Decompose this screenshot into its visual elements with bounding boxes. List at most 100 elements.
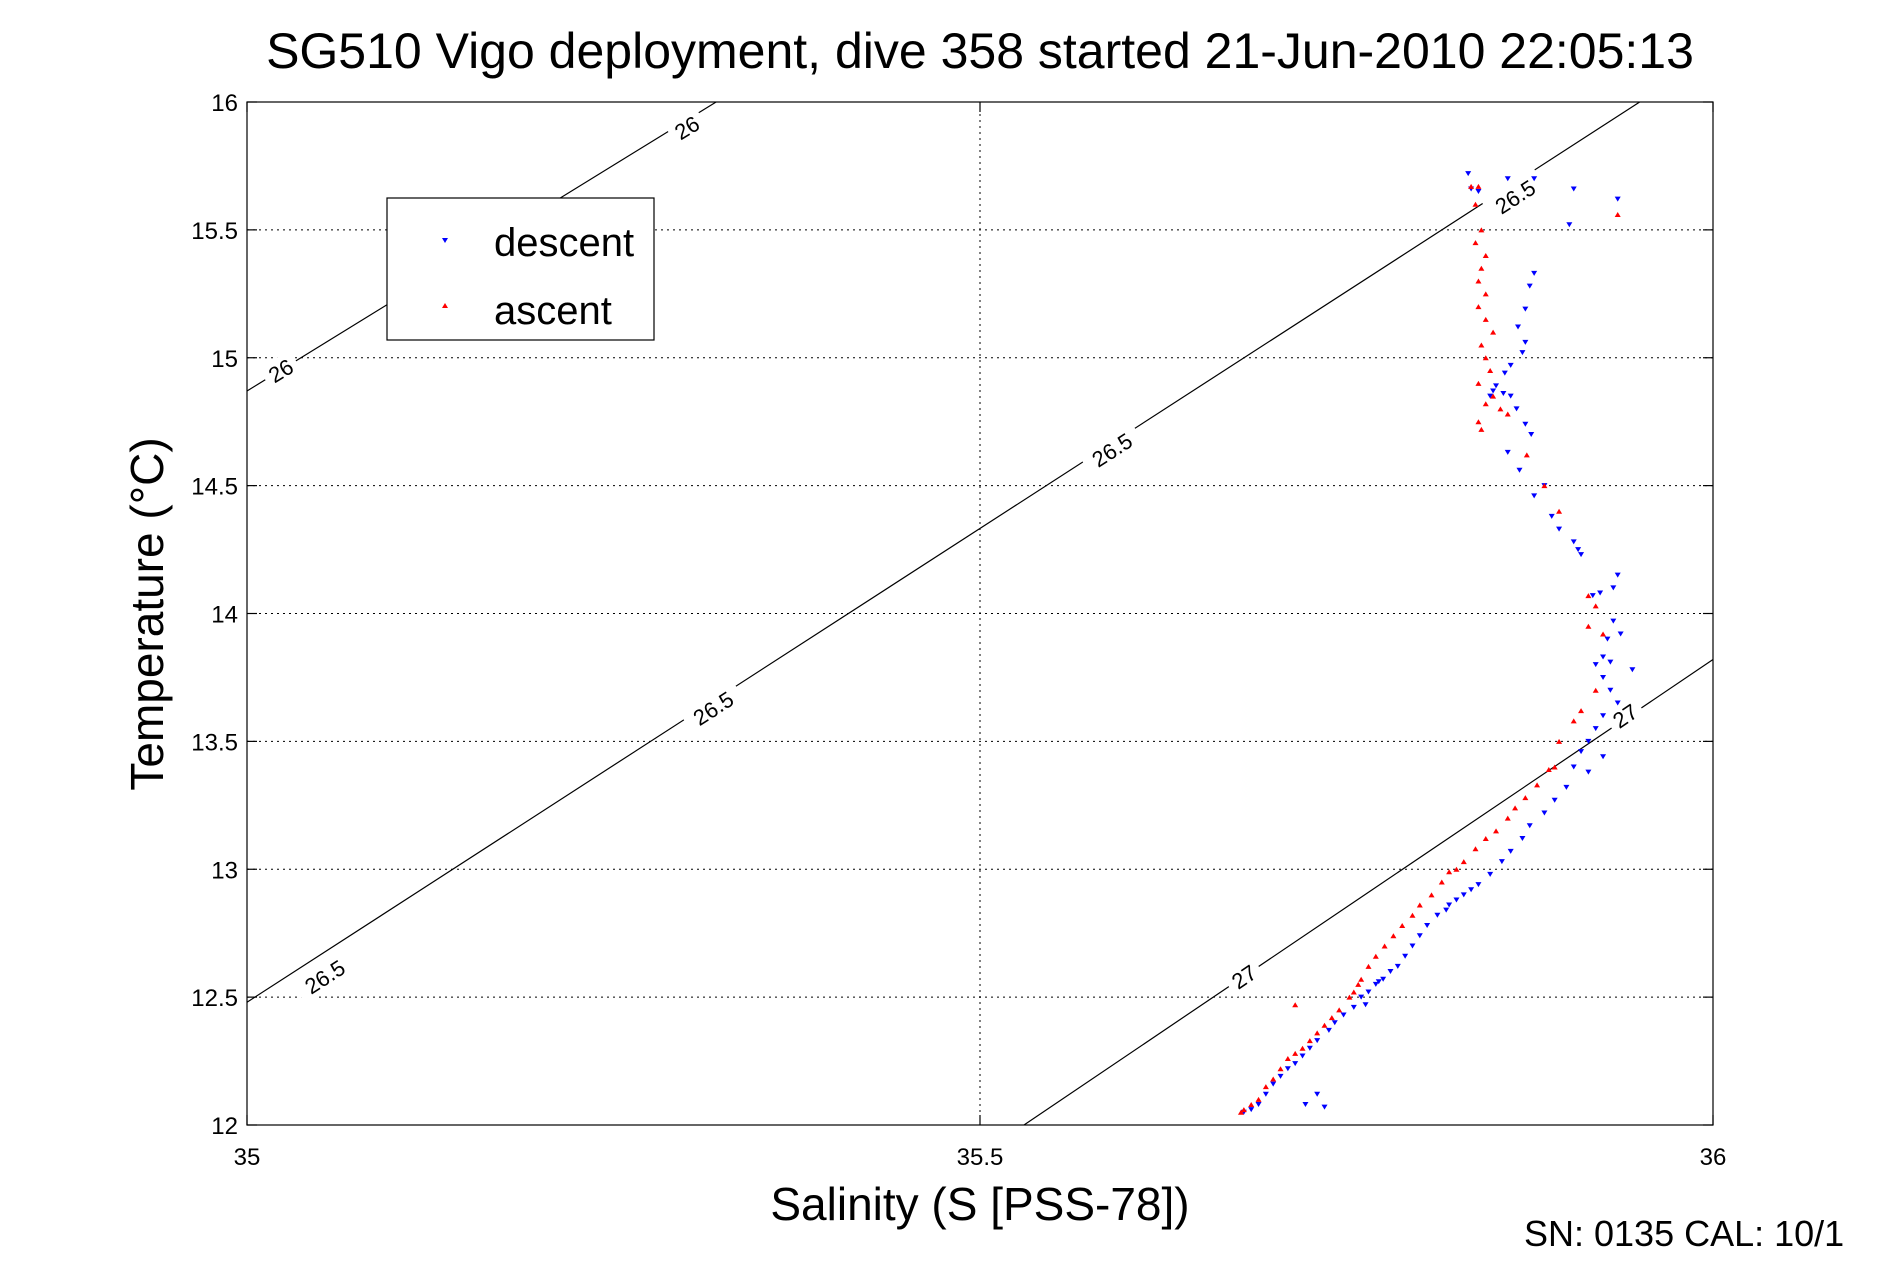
y-tick-label: 14.5 <box>191 474 238 501</box>
descent-point <box>1475 882 1482 888</box>
descent-point <box>1498 859 1505 865</box>
descent-point <box>1526 823 1533 829</box>
descent-point <box>1570 186 1577 192</box>
y-tick-label: 13 <box>211 857 238 884</box>
serial-calibration-note: SN: 0135 CAL: 10/1 <box>1524 1213 1844 1254</box>
descent-point <box>1500 391 1507 397</box>
ascent-point <box>1460 859 1467 865</box>
grid <box>247 102 1713 1125</box>
descent-point <box>1501 370 1508 376</box>
ascent-point <box>1446 869 1453 875</box>
descent-point <box>1465 171 1472 177</box>
descent-point <box>1460 892 1467 898</box>
descent-point <box>1262 1091 1269 1097</box>
ascent-point <box>1504 815 1511 821</box>
ascent-point <box>1482 252 1489 258</box>
ascent-point <box>1475 183 1482 189</box>
descent-point <box>1570 764 1577 770</box>
ascent-point <box>1277 1066 1284 1072</box>
descent-point <box>1507 848 1514 854</box>
descent-point <box>1526 283 1533 289</box>
ascent-point <box>1585 623 1592 629</box>
ascent-point <box>1504 411 1511 417</box>
descent-point <box>1299 1053 1306 1059</box>
descent-point <box>1516 467 1523 473</box>
legend-ascent-marker <box>442 303 448 308</box>
descent-point <box>1600 713 1607 719</box>
ascent-point <box>1321 1022 1328 1028</box>
descent-point <box>1409 943 1416 949</box>
ascent-point <box>1292 1050 1299 1056</box>
descent-point <box>1519 350 1526 356</box>
isopycnal-label-bg <box>1602 694 1648 737</box>
legend: descent ascent <box>386 197 655 341</box>
x-tick-label: 35 <box>234 1144 261 1171</box>
descent-point <box>1513 406 1520 412</box>
descent-point <box>1614 196 1621 202</box>
isopycnal-label-bg <box>1078 422 1146 478</box>
descent-point <box>1528 431 1535 437</box>
descent-point <box>1487 393 1494 399</box>
ascent-point <box>1482 355 1489 361</box>
descent-point <box>1600 654 1607 660</box>
axis-ticks: 35 35.5 36 12 12.5 13 13.5 14 14.5 15 15.5 16 <box>191 90 1726 1171</box>
descent-point <box>1548 513 1555 519</box>
descent-point <box>1522 339 1529 345</box>
descent-point <box>1578 552 1585 558</box>
descent-point <box>1365 989 1372 995</box>
descent-point <box>1585 738 1592 744</box>
chart-title: SG510 Vigo deployment, dive 358 started … <box>266 23 1694 79</box>
ascent-point <box>1478 426 1485 432</box>
y-axis-label: Temperature (°C) <box>121 437 173 790</box>
x-tick-label: 36 <box>1700 1144 1727 1171</box>
ascent-point <box>1475 278 1482 284</box>
descent-point <box>1306 1045 1313 1051</box>
ascent-point <box>1482 316 1489 322</box>
descent-point <box>1358 994 1365 1000</box>
y-tick-label: 15 <box>211 346 238 373</box>
descent-point <box>1589 593 1596 599</box>
descent-point <box>1629 667 1636 673</box>
ascent-point <box>1270 1076 1277 1082</box>
y-tick-label: 13.5 <box>191 729 238 756</box>
ascent-point <box>1482 401 1489 407</box>
ascent-point <box>1428 892 1435 898</box>
ascent-point <box>1237 1109 1244 1115</box>
ascent-point <box>1475 419 1482 425</box>
ascent-point <box>1522 795 1529 801</box>
isopycnal-26.5-line <box>246 101 1641 1003</box>
descent-point <box>1331 1020 1338 1026</box>
ascent-point <box>1541 483 1548 489</box>
descent-point <box>1340 1012 1347 1018</box>
descent-point <box>1531 176 1538 182</box>
ascent-point <box>1350 989 1357 995</box>
ascent-point <box>1472 240 1479 246</box>
ascent-point <box>1284 1056 1291 1062</box>
isopycnal-label-bg <box>1221 955 1267 998</box>
legend-box <box>386 197 655 341</box>
isopycnal-label-bg <box>258 350 303 392</box>
descent-point <box>1592 662 1599 668</box>
descent-point <box>1578 749 1585 755</box>
ascent-point <box>1453 866 1460 872</box>
ascent-point <box>1355 981 1362 987</box>
ascent-point <box>1592 603 1599 609</box>
ascent-point <box>1556 508 1563 514</box>
descent-point <box>1402 953 1409 959</box>
legend-descent-label: descent <box>494 221 634 265</box>
descent-point <box>1515 324 1522 330</box>
descent-point <box>1551 797 1558 803</box>
descent-point <box>1325 1027 1332 1033</box>
descent-point <box>1321 1104 1328 1110</box>
descent-point <box>1487 871 1494 877</box>
ascent-point <box>1292 1002 1299 1008</box>
descent-point <box>1292 1061 1299 1067</box>
ascent-point <box>1512 805 1519 811</box>
descent-point <box>1446 902 1453 908</box>
descent-point <box>1475 189 1482 195</box>
ascent-point <box>1399 923 1406 929</box>
ascent-point <box>1614 212 1621 218</box>
ascent-point <box>1478 227 1485 233</box>
descent-point <box>1610 618 1617 624</box>
